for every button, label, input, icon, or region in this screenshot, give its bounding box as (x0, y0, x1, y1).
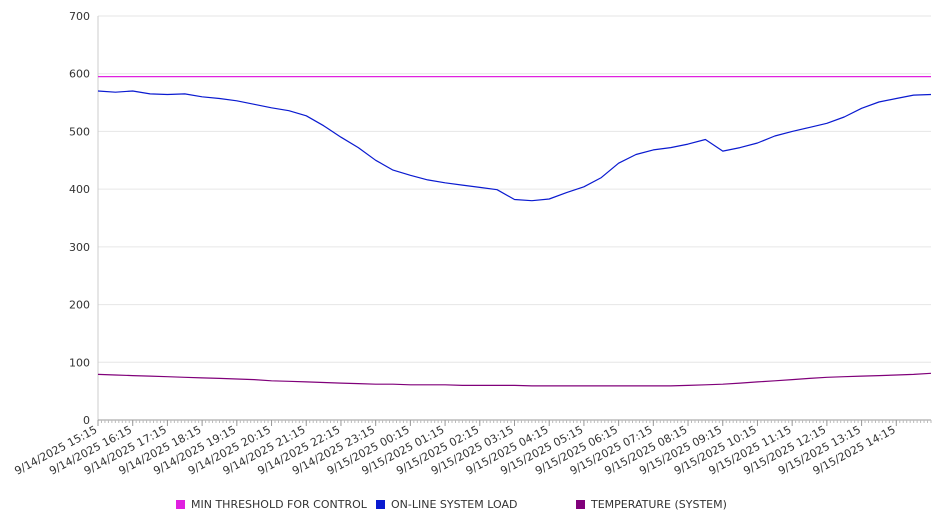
legend-item-temperature[interactable]: TEMPERATURE (SYSTEM) (576, 498, 727, 511)
legend-item-system-load[interactable]: ON-LINE SYSTEM LOAD (376, 498, 517, 511)
y-tick-label: 0 (83, 414, 90, 427)
legend-label-system-load: ON-LINE SYSTEM LOAD (391, 498, 518, 511)
legend-label-min-threshold: MIN THRESHOLD FOR CONTROL (191, 498, 367, 511)
y-tick-label: 700 (69, 10, 90, 23)
y-tick-label: 500 (69, 125, 90, 138)
legend-label-temperature: TEMPERATURE (SYSTEM) (591, 498, 727, 511)
gridlines (98, 15, 931, 421)
legend-swatch-system-load (376, 500, 385, 509)
y-tick-label: 200 (69, 299, 90, 312)
series-line-1 (97, 90, 932, 202)
y-axis: 0 100 200 300 400 500 600 700 (69, 10, 99, 427)
legend-swatch-min-threshold (176, 500, 185, 509)
x-axis: 9/14/2025 15:159/14/2025 16:159/14/2025 … (12, 419, 932, 478)
series-line-2 (97, 372, 932, 387)
legend: MIN THRESHOLD FOR CONTROL ON-LINE SYSTEM… (0, 498, 946, 514)
legend-item-min-threshold[interactable]: MIN THRESHOLD FOR CONTROL (176, 498, 367, 511)
series-lines (97, 75, 932, 387)
y-tick-label: 300 (69, 241, 90, 254)
y-tick-label: 400 (69, 183, 90, 196)
y-tick-label: 600 (69, 68, 90, 81)
legend-swatch-temperature (576, 500, 585, 509)
y-tick-label: 100 (69, 356, 90, 369)
